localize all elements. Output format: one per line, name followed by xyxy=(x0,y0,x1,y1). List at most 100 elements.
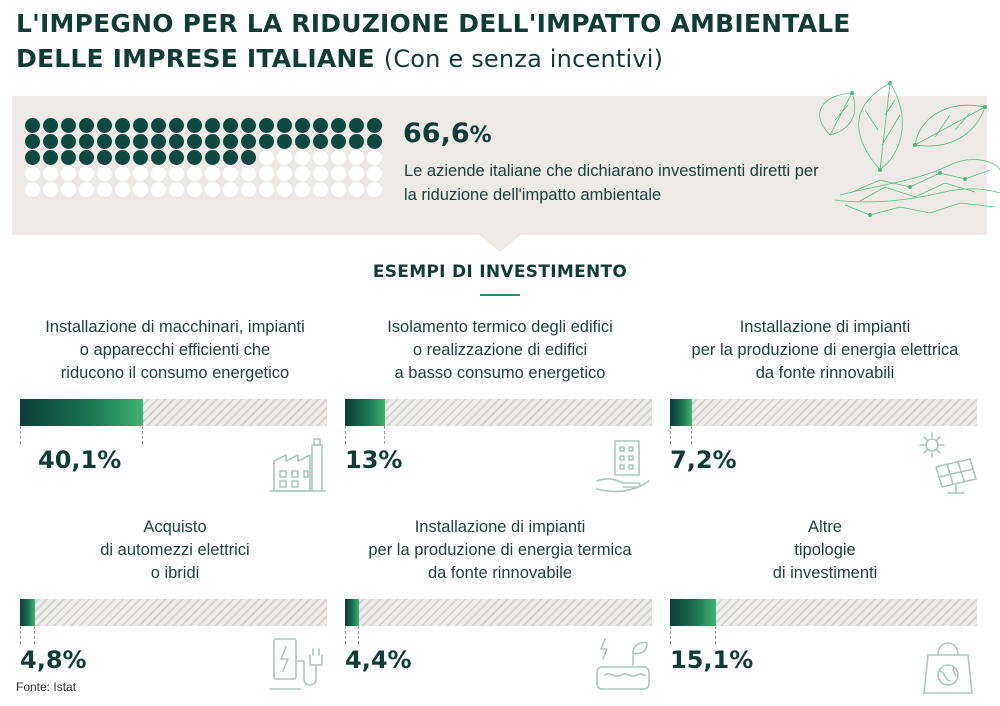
bar-start-tick xyxy=(345,626,346,644)
infographic-title: L'IMPEGNO PER LA RIDUZIONE DELL'IMPATTO … xyxy=(16,6,916,77)
percentage-dot xyxy=(205,166,220,181)
bar-end-tick xyxy=(358,626,359,644)
category-label-line: Installazione di impianti xyxy=(414,518,586,536)
percentage-dot xyxy=(79,118,94,133)
category-label: Altre tipologie di investimenti xyxy=(670,516,980,585)
hero-percentage-sign: % xyxy=(469,123,492,148)
percentage-dot xyxy=(169,118,184,133)
percentage-dot xyxy=(43,118,58,133)
percentage-dot xyxy=(223,134,238,149)
bar-end-tick xyxy=(715,626,716,644)
solar-panel-icon xyxy=(919,432,977,494)
percentage-dot xyxy=(277,166,292,181)
bar-fill xyxy=(345,399,385,426)
bar-start-tick xyxy=(20,426,21,444)
category-label: Installazione di impianti per la produzio… xyxy=(670,316,980,385)
hero-percentage-value: 66,6 xyxy=(403,118,470,149)
percentage-dot xyxy=(241,150,256,165)
percentage-dot xyxy=(151,182,166,197)
eco-bag-icon xyxy=(923,642,973,694)
percentage-dot xyxy=(295,118,310,133)
bar-start-tick xyxy=(345,426,346,444)
percentage-dot xyxy=(259,118,274,133)
category-label: Isolamento termico degli edifici o realiz… xyxy=(345,316,655,385)
percentage-dot xyxy=(259,182,274,197)
category-label-line: riducono il consumo energetico xyxy=(60,364,290,382)
percentage-dot xyxy=(205,150,220,165)
investment-card: Isolamento termico degli edifici o realiz… xyxy=(345,316,655,506)
percentage-dot xyxy=(25,166,40,181)
ev-charger-icon xyxy=(269,638,323,690)
section-underline xyxy=(480,294,520,296)
bar-fill xyxy=(20,599,35,626)
percentage-dot xyxy=(313,166,328,181)
percentage-dot xyxy=(187,118,202,133)
category-label-line: da fonte rinnovabile xyxy=(427,564,573,582)
category-label-line: Acquisto xyxy=(143,518,207,536)
bar-value-label: 13% xyxy=(345,446,403,474)
bar-end-tick xyxy=(34,626,35,644)
bar-value-label: 4,8% xyxy=(20,646,87,674)
percentage-dot xyxy=(97,182,112,197)
percentage-dot xyxy=(277,150,292,165)
building-hand-icon xyxy=(596,440,650,493)
percentage-dot xyxy=(313,118,328,133)
bar-track xyxy=(345,599,652,626)
bar-start-tick xyxy=(670,426,671,444)
category-label: Acquisto di automezzi elettrici o ibridi xyxy=(20,516,330,585)
percentage-dot xyxy=(133,182,148,197)
percentage-dot xyxy=(97,150,112,165)
bar-fill xyxy=(20,399,143,426)
percentage-dot xyxy=(169,182,184,197)
percentage-dot xyxy=(367,118,382,133)
percentage-dot xyxy=(151,166,166,181)
percentage-dot xyxy=(331,134,346,149)
source-note: Fonte: Istat xyxy=(16,680,77,694)
bar-value-label: 7,2% xyxy=(670,446,737,474)
title-line-1: L'IMPEGNO PER LA RIDUZIONE DELL'IMPATTO … xyxy=(16,9,851,38)
category-label-line: di investimenti xyxy=(772,564,878,582)
percentage-dot xyxy=(331,166,346,181)
percentage-dot xyxy=(25,150,40,165)
percentage-dot xyxy=(349,166,364,181)
percentage-dot xyxy=(97,166,112,181)
category-label-line: da fonte rinnovabili xyxy=(755,364,895,382)
percentage-dot xyxy=(331,118,346,133)
bar-track xyxy=(670,399,977,426)
percentage-dot xyxy=(169,166,184,181)
percentage-dot xyxy=(133,166,148,181)
percentage-dot xyxy=(169,150,184,165)
category-label-line: o ibridi xyxy=(150,564,200,582)
percentage-dot xyxy=(61,166,76,181)
percentage-dot xyxy=(187,134,202,149)
percentage-dot xyxy=(187,150,202,165)
percentage-dot xyxy=(241,166,256,181)
category-label-line: tipologie xyxy=(794,541,856,559)
category-label-line: Altre xyxy=(808,518,842,536)
percentage-dot xyxy=(133,118,148,133)
percentage-dot xyxy=(313,134,328,149)
bar-end-tick xyxy=(691,426,692,444)
percentage-dot xyxy=(97,118,112,133)
hero-pointer xyxy=(478,234,522,252)
hero-description: Le aziende italiane che dichiarano inves… xyxy=(404,162,819,204)
percentage-dot xyxy=(223,182,238,197)
investment-card: Altre tipologie di investimenti 15,1% xyxy=(670,516,980,706)
percentage-dot xyxy=(43,134,58,149)
percentage-dot xyxy=(79,150,94,165)
factory-icon xyxy=(269,438,327,492)
percentage-dot xyxy=(133,150,148,165)
bar-value-label: 15,1% xyxy=(670,646,754,674)
title-line-2: DELLE IMPRESE ITALIANE xyxy=(16,44,375,73)
percentage-dot xyxy=(295,166,310,181)
percentage-dot xyxy=(349,134,364,149)
percentage-dot xyxy=(79,134,94,149)
percentage-dot xyxy=(349,150,364,165)
investment-card: Acquisto di automezzi elettrici o ibridi 4,… xyxy=(20,516,330,706)
category-label-line: a basso consumo energetico xyxy=(394,364,606,382)
investment-card: Installazione di impianti per la produzio… xyxy=(670,316,980,506)
category-label: Installazione di impianti per la produzio… xyxy=(345,516,655,585)
percentage-dot xyxy=(259,134,274,149)
percentage-dot xyxy=(25,182,40,197)
percentage-dot xyxy=(367,134,382,149)
